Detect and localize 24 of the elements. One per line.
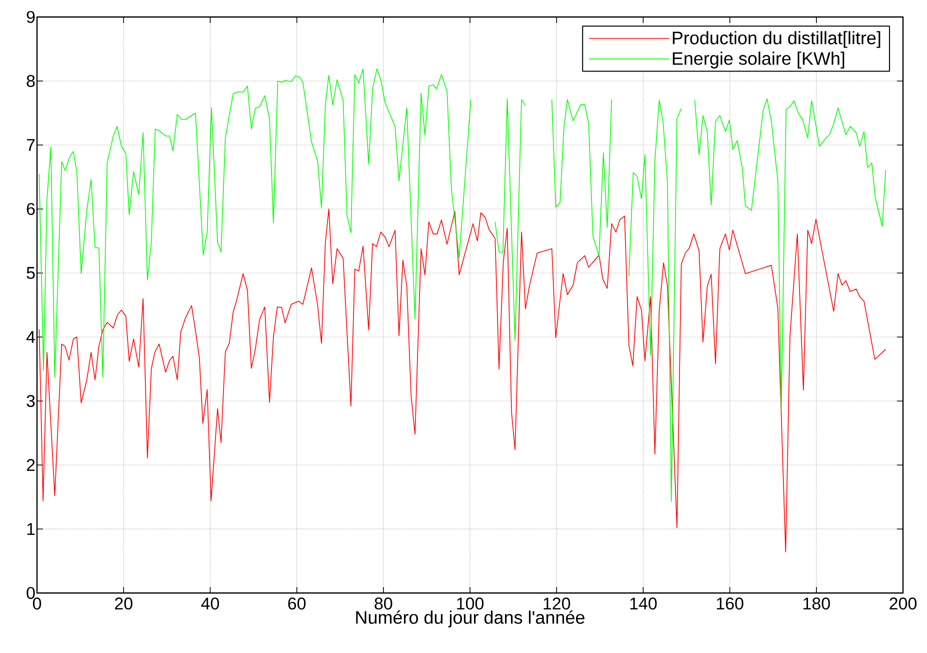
y-tick-label: 7 [26, 139, 35, 151]
x-tick-label: 160 [716, 598, 744, 610]
y-tick-label: 8 [26, 74, 35, 88]
x-tick-label: 120 [544, 598, 570, 610]
line-series [38, 208, 886, 552]
legend-label: Energie solaire [KWh] [672, 52, 844, 68]
x-tick-label: 200 [890, 598, 917, 610]
y-tick-label: 3 [26, 394, 35, 408]
x-tick-label: 100 [457, 598, 484, 610]
y-tick-label: 6 [26, 202, 35, 216]
y-tick-label: 0 [26, 586, 35, 600]
y-tick-label: 2 [26, 459, 35, 471]
x-axis-title: Numéro du jour dans l'année [356, 610, 584, 628]
x-tick-label: 20 [115, 598, 132, 610]
legend-label: Production du distillat[litre] [672, 31, 880, 48]
x-tick-label: 140 [630, 598, 657, 610]
y-tick-label: 9 [26, 10, 35, 24]
y-tick-label: 1 [27, 523, 35, 535]
y-tick-label: 5 [26, 267, 35, 279]
x-tick-label: 40 [201, 598, 219, 610]
x-tick-label: 60 [288, 598, 306, 610]
y-tick-label: 4 [26, 331, 35, 343]
x-tick-label: 180 [804, 598, 830, 610]
x-tick-label: 80 [374, 598, 392, 610]
